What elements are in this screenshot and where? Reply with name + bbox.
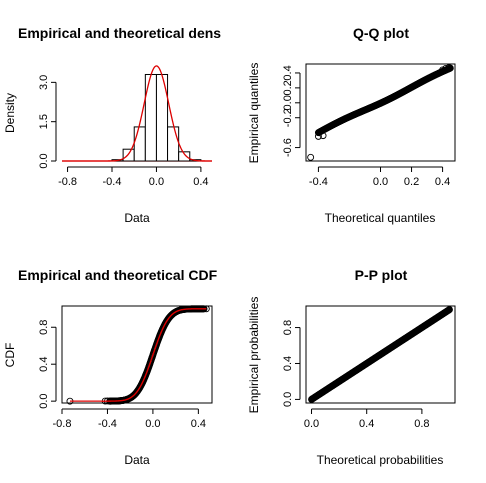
density-x-tick-label: 0.0	[149, 176, 164, 188]
density-y-tick-label: 3.0	[38, 75, 50, 90]
qq-point	[314, 132, 322, 140]
density-ylabel: Density	[3, 93, 17, 133]
qq-xlabel: Theoretical quantiles	[325, 211, 436, 225]
pp-x-tick-label: 0.4	[359, 418, 374, 430]
cdf-x-tick-label: 0.0	[145, 418, 160, 430]
cdf-y-tick-label: 0.0	[38, 394, 50, 409]
qq-x-tick-label: 0.2	[404, 176, 419, 188]
histogram-bar	[155, 73, 169, 162]
cdf-xlabel: Data	[124, 453, 150, 467]
qq-x-tick-label: 0.4	[435, 176, 450, 188]
density-x-tick-label: 0.4	[193, 176, 208, 188]
qq-x-tick-label: -0.4	[309, 176, 328, 188]
qq-ylabel: Empirical quantiles	[247, 63, 261, 164]
qq-point	[307, 153, 315, 161]
pp-panel: P-P plot Theoretical probabilities Empir…	[247, 267, 456, 467]
cdf-x-tick-label: -0.8	[53, 418, 72, 430]
density-x-tick-label: -0.8	[58, 176, 77, 188]
cdf-plot-frame	[61, 305, 213, 404]
histogram-bar	[122, 148, 135, 162]
cdf-x-tick-label: -0.4	[98, 418, 117, 430]
qq-title: Q-Q plot	[353, 25, 409, 41]
qq-point	[442, 65, 450, 72]
pp-y-tick-label: 0.4	[282, 356, 294, 371]
qq-x-tick-label: 0.0	[373, 176, 388, 188]
density-panel: Empirical and theoretical dens Data Dens…	[3, 25, 221, 225]
qq-point	[319, 132, 327, 140]
density-y-tick-label: 1.5	[38, 114, 50, 129]
cdf-panel: Empirical and theoretical CDF Data CDF -…	[3, 267, 218, 467]
pp-plot-frame	[305, 305, 456, 404]
histogram-bar	[167, 126, 180, 162]
histogram-bar	[144, 73, 157, 162]
qq-y-tick-label: 0.4	[282, 65, 294, 80]
density-x-tick-label: -0.4	[103, 176, 122, 188]
qq-y-tick-label: -0.2	[282, 108, 294, 127]
qq-panel: Q-Q plot Theoretical quantiles Empirical…	[247, 25, 456, 225]
cdf-title: Empirical and theoretical CDF	[18, 267, 218, 283]
qq-point	[445, 64, 453, 72]
density-xlabel: Data	[124, 211, 150, 225]
pp-y-tick-label: 0.8	[282, 320, 294, 335]
pp-y-tick-label: 0.0	[282, 392, 294, 407]
qq-y-tick-label: -0.6	[282, 138, 294, 157]
density-y-tick-label: 0.0	[38, 153, 50, 168]
pp-x-tick-label: 0.0	[304, 418, 319, 430]
pp-x-tick-label: 0.8	[414, 418, 429, 430]
density-theoretical-curve	[62, 65, 212, 162]
histogram-bar	[178, 151, 191, 162]
histogram-bar	[133, 126, 146, 162]
cdf-y-tick-label: 0.4	[38, 357, 50, 372]
qq-plot-frame	[305, 63, 456, 162]
cdf-y-tick-label: 0.8	[38, 320, 50, 335]
pp-xlabel: Theoretical probabilities	[317, 453, 444, 467]
qq-point	[439, 66, 447, 74]
pp-point	[446, 306, 453, 314]
density-title: Empirical and theoretical dens	[18, 25, 221, 41]
qq-y-tick-label: 0.0	[282, 95, 294, 110]
cdf-ylabel: CDF	[3, 343, 17, 368]
pp-ylabel: Empirical probabilities	[247, 297, 261, 414]
pp-title: P-P plot	[355, 267, 408, 283]
qq-y-tick-label: 0.2	[282, 80, 294, 95]
cdf-x-tick-label: 0.4	[191, 418, 206, 430]
cdf-theoretical-curve	[101, 308, 207, 402]
